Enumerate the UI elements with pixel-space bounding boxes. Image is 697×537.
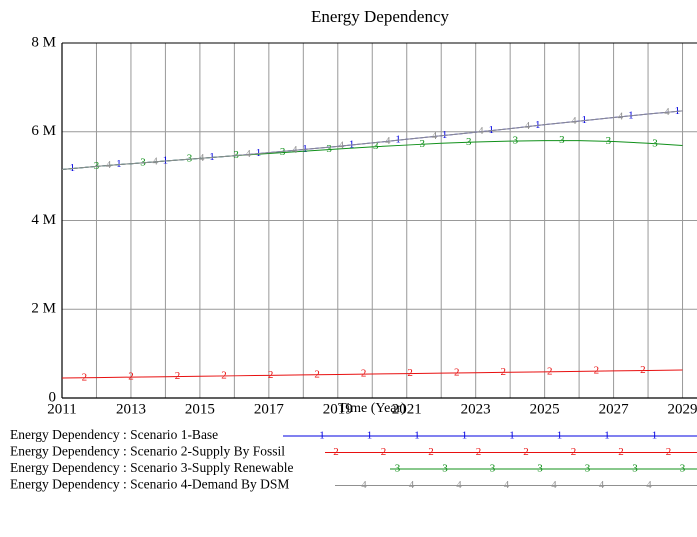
series-marker: 2 [501, 366, 507, 378]
series-marker: 2 [407, 367, 413, 379]
series-line [61, 110, 683, 170]
y-tick-label: 0 [49, 389, 57, 405]
series-marker: 4 [245, 148, 251, 160]
legend-marker: 4 [551, 479, 557, 491]
series-marker: 3 [559, 134, 565, 146]
series-marker: 4 [618, 110, 624, 122]
legend-marker: 1 [319, 430, 325, 442]
legend-marker: 2 [618, 446, 624, 458]
x-tick-label: 2023 [461, 401, 491, 417]
series-marker: 4 [571, 115, 577, 127]
legend-marker: 3 [395, 463, 401, 475]
series-marker: 2 [361, 368, 367, 380]
legend-marker: 3 [490, 463, 496, 475]
y-tick-label: 4 M [31, 212, 56, 228]
series-marker: 4 [199, 152, 205, 164]
series-marker: 2 [594, 365, 600, 377]
series-marker: 2 [454, 366, 460, 378]
y-tick-label: 6 M [31, 123, 56, 139]
x-tick-label: 2017 [254, 401, 285, 417]
series-marker: 3 [466, 136, 472, 148]
series-marker: 4 [432, 130, 438, 142]
legend-marker: 4 [409, 479, 415, 491]
legend-marker: 2 [333, 446, 339, 458]
legend-marker: 3 [632, 463, 638, 475]
x-tick-label: 2029 [668, 401, 697, 417]
x-tick-label: 2015 [185, 401, 215, 417]
series-marker: 4 [106, 159, 112, 171]
legend-marker: 4 [361, 479, 367, 491]
legend-marker: 1 [509, 430, 515, 442]
series-marker: 3 [280, 146, 286, 158]
series-marker: 2 [175, 370, 181, 382]
series-marker: 4 [664, 106, 670, 118]
series-marker: 3 [420, 138, 426, 150]
x-tick-label: 2013 [116, 401, 146, 417]
legend-marker: 4 [456, 479, 462, 491]
y-tick-label: 2 M [31, 301, 56, 317]
series-marker: 3 [606, 135, 612, 147]
x-tick-label: 2027 [599, 401, 630, 417]
legend-label: Energy Dependency : Scenario 2-Supply By… [10, 444, 285, 459]
series-marker: 3 [373, 140, 379, 152]
series-marker: 2 [221, 369, 227, 381]
legend-marker: 2 [381, 446, 387, 458]
legend-marker: 2 [571, 446, 577, 458]
legend-marker: 1 [462, 430, 468, 442]
legend-marker: 3 [537, 463, 543, 475]
legend-marker: 4 [504, 479, 510, 491]
legend-marker: 4 [599, 479, 605, 491]
legend-marker: 1 [367, 430, 373, 442]
legend-marker: 1 [604, 430, 610, 442]
series-marker: 4 [478, 125, 484, 137]
series-marker: 4 [525, 120, 531, 132]
series-marker: 4 [152, 155, 158, 167]
series-marker: 4 [338, 140, 344, 152]
legend-marker: 2 [428, 446, 434, 458]
y-tick-label: 8 M [31, 34, 56, 50]
series-marker: 4 [385, 135, 391, 147]
legend-marker: 1 [414, 430, 420, 442]
legend-marker: 1 [652, 430, 658, 442]
x-tick-label: 2019 [323, 401, 353, 417]
legend-marker: 2 [666, 446, 672, 458]
series-marker: 2 [640, 364, 646, 376]
series-marker: 2 [82, 371, 88, 383]
chart-title: Energy Dependency [311, 7, 449, 26]
series-marker: 3 [326, 143, 332, 155]
series-marker: 4 [292, 144, 298, 156]
x-tick-label: 2025 [530, 401, 560, 417]
legend-label: Energy Dependency : Scenario 4-Demand By… [10, 477, 289, 492]
legend-marker: 3 [442, 463, 448, 475]
legend-marker: 2 [476, 446, 482, 458]
legend-marker: 1 [557, 430, 563, 442]
x-axis-label: Time (Year) [338, 401, 406, 416]
series-line [61, 369, 683, 379]
series-marker: 2 [547, 365, 553, 377]
legend-label: Energy Dependency : Scenario 3-Supply Re… [10, 460, 294, 475]
series-marker: 3 [513, 135, 519, 147]
series-marker: 2 [128, 371, 134, 383]
x-tick-label: 2021 [392, 401, 422, 417]
legend-label: Energy Dependency : Scenario 1-Base [10, 427, 218, 442]
series-marker: 3 [652, 137, 658, 149]
series-marker: 2 [314, 368, 320, 380]
series-marker: 2 [268, 369, 274, 381]
legend-marker: 4 [646, 479, 652, 491]
legend-marker: 2 [523, 446, 529, 458]
legend-marker: 3 [680, 463, 686, 475]
x-tick-label: 2011 [47, 401, 76, 417]
legend-marker: 3 [585, 463, 591, 475]
